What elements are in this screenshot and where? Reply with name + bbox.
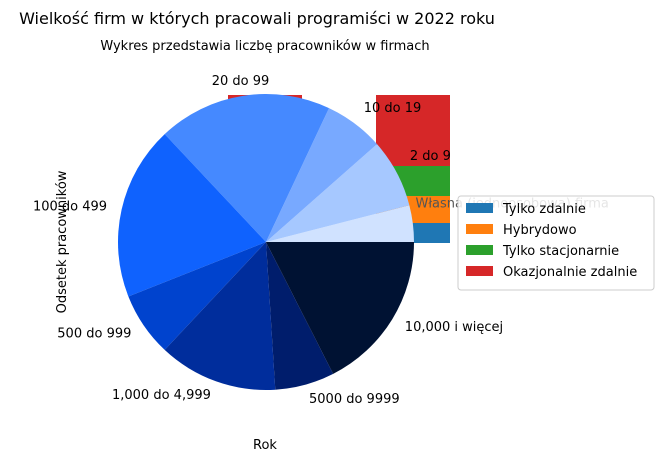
legend-label-0: Tylko zdalnie — [502, 202, 586, 217]
pie-slice-6 — [164, 242, 276, 391]
slice-label-4: 100 do 499 — [33, 200, 107, 215]
slice-label-7: 5000 do 9999 — [309, 392, 400, 407]
pie-slice-5 — [128, 242, 266, 350]
chart-subtitle: Wykres przedstawia liczbę pracowników w … — [100, 39, 429, 54]
legend-swatch-3 — [466, 266, 493, 276]
pie-slice-8 — [266, 242, 414, 374]
slice-label-2: 10 do 19 — [364, 101, 422, 116]
slice-label-6: 1,000 do 4,999 — [112, 388, 211, 403]
slice-label-5: 500 do 999 — [57, 327, 131, 342]
slice-label-1: 2 do 9 — [410, 149, 451, 164]
slice-label-3: 20 do 99 — [212, 74, 270, 89]
legend-swatch-0 — [466, 203, 493, 213]
chart-title: Wielkość firm w których pracowali progra… — [19, 9, 495, 28]
pie-slice-2 — [266, 108, 378, 242]
pie-slice-0 — [266, 205, 414, 242]
bar-segment-1 — [376, 95, 450, 166]
pie-slice-7 — [266, 242, 334, 390]
pie-slice-3 — [164, 94, 330, 242]
legend-swatch-1 — [466, 224, 493, 234]
legend-swatch-2 — [466, 245, 493, 255]
pie-slice-1 — [266, 144, 410, 242]
legend-label-2: Tylko stacjonarnie — [502, 244, 619, 259]
x-axis-label: Rok — [253, 438, 277, 453]
legend-frame — [457, 195, 655, 291]
legend-label-1: Hybrydowo — [503, 223, 577, 238]
pie-slices — [117, 94, 414, 391]
legend: Tylko zdalnie Hybrydowo Tylko stacjonarnie… — [457, 195, 655, 291]
y-axis-label: Odsetek pracowników — [55, 170, 70, 313]
legend-label-3: Okazjonalnie zdalnie — [503, 265, 637, 280]
slice-label-8: 10,000 i więcej — [405, 320, 503, 335]
pie-slice-4 — [117, 134, 266, 297]
